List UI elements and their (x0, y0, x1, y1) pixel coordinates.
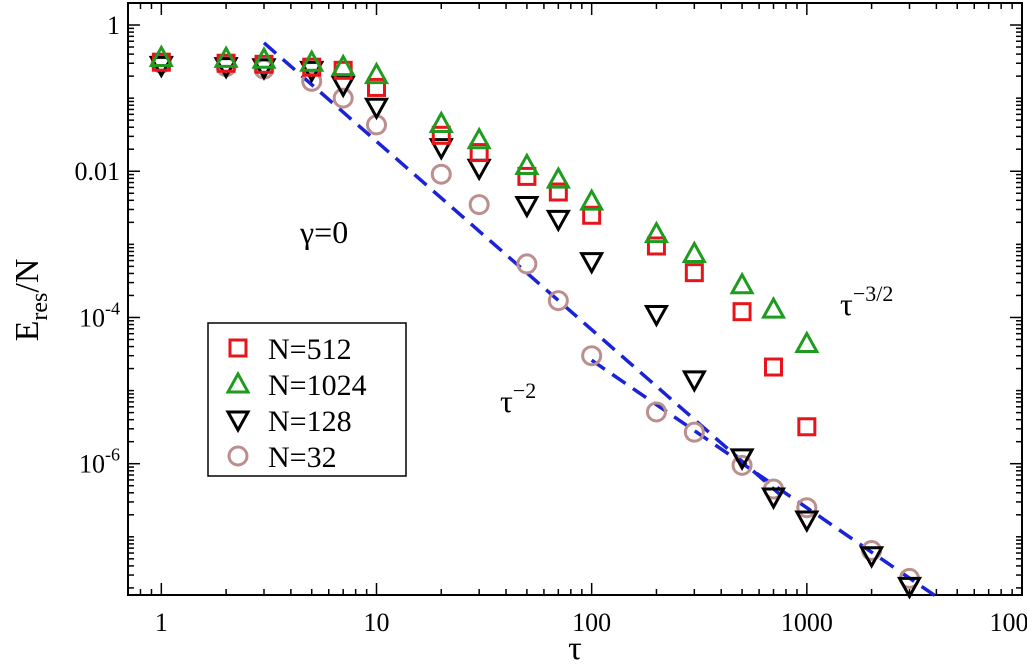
slope-32-base: τ (840, 286, 853, 322)
data-point (646, 236, 666, 256)
data-point (579, 252, 605, 275)
data-point (428, 138, 454, 161)
data-point (428, 110, 454, 133)
data-point (468, 194, 490, 216)
legend-label: N=1024 (268, 369, 367, 402)
x-tick-label: 10000 (990, 608, 1027, 637)
slope-32-exp: −3/2 (853, 281, 894, 306)
data-point (645, 401, 667, 423)
data-point (516, 253, 538, 275)
data-point (681, 370, 707, 393)
slope-32-annotation: τ−3/2 (840, 281, 893, 322)
data-point (251, 58, 277, 81)
svg-text:Eres/N: Eres/N (9, 259, 53, 342)
data-point (366, 77, 386, 97)
y-tick-label-exp: -6 (105, 445, 120, 465)
data-point (251, 46, 277, 69)
data-point (514, 195, 540, 219)
data-point (760, 487, 787, 511)
y-label-sub: res (27, 293, 53, 321)
data-point (430, 163, 452, 185)
data-point (731, 454, 753, 476)
data-point (794, 510, 820, 534)
plot-frame (127, 2, 1023, 596)
data-point (466, 158, 492, 182)
data-point (548, 182, 568, 202)
y-tick-label: 1 (107, 11, 120, 40)
data-point (299, 49, 325, 72)
legend-marker (225, 370, 251, 394)
data-point (545, 209, 571, 233)
legend-label: N=128 (268, 405, 352, 438)
y-tick-label-exp: -4 (105, 298, 120, 318)
x-tick-label: 1000 (781, 608, 833, 637)
data-point (579, 188, 605, 211)
x-axis-label: τ (568, 630, 582, 664)
data-point (797, 417, 817, 437)
legend-box (207, 322, 407, 477)
fit-line (262, 41, 782, 496)
legend-marker (228, 338, 248, 358)
y-axis-label: Eres/N (9, 259, 53, 342)
data-point (332, 87, 354, 109)
data-point (729, 271, 755, 295)
data-point (545, 166, 571, 189)
data-point (683, 421, 705, 443)
data-point (643, 304, 669, 328)
data-point (581, 345, 603, 367)
gamma-annotation: γ=0 (299, 214, 348, 250)
fit-line (590, 358, 942, 602)
data-point (213, 45, 239, 68)
slope-2-exp: −2 (513, 378, 536, 403)
data-point (363, 61, 390, 85)
data-point (729, 448, 755, 471)
x-tick-label: 1 (155, 608, 168, 637)
fit-lines (262, 41, 942, 602)
legend-marker (227, 445, 249, 467)
slope-2-base: τ (500, 383, 513, 419)
data-point (466, 126, 492, 150)
data-markers (148, 44, 923, 600)
data-point (582, 205, 602, 225)
axis-ticks (127, 2, 1023, 595)
data-point (796, 497, 818, 519)
data-point (681, 240, 707, 263)
data-point (896, 576, 923, 600)
data-point (794, 330, 820, 354)
data-point (547, 290, 569, 312)
y-label-main: E (9, 321, 46, 342)
y-tick-label: 10-6 (79, 445, 120, 479)
data-point (469, 143, 489, 163)
data-point (363, 97, 390, 121)
y-tick-label: 10-4 (79, 298, 120, 332)
x-tick-label: 10 (363, 608, 389, 637)
legend-label: N=32 (268, 441, 337, 474)
data-point (301, 70, 323, 92)
y-tick-label-base: 10 (79, 303, 105, 332)
data-point (684, 263, 704, 283)
data-point (643, 220, 669, 244)
data-point (431, 125, 451, 145)
data-point (514, 152, 540, 175)
legend-marker (225, 410, 251, 434)
legend-label: N=512 (268, 333, 352, 366)
y-label-tail: /N (9, 259, 46, 293)
data-point (517, 166, 537, 186)
slope-2-annotation: τ−2 (500, 378, 536, 419)
data-point (330, 53, 356, 77)
data-point (859, 546, 885, 569)
x-tick-label: 100 (572, 608, 611, 637)
data-point (760, 296, 787, 319)
data-point (764, 357, 784, 377)
y-tick-label-base: 10 (79, 450, 105, 479)
y-tick-label: 0.01 (75, 157, 121, 186)
data-point (732, 302, 752, 322)
data-point (148, 44, 174, 67)
